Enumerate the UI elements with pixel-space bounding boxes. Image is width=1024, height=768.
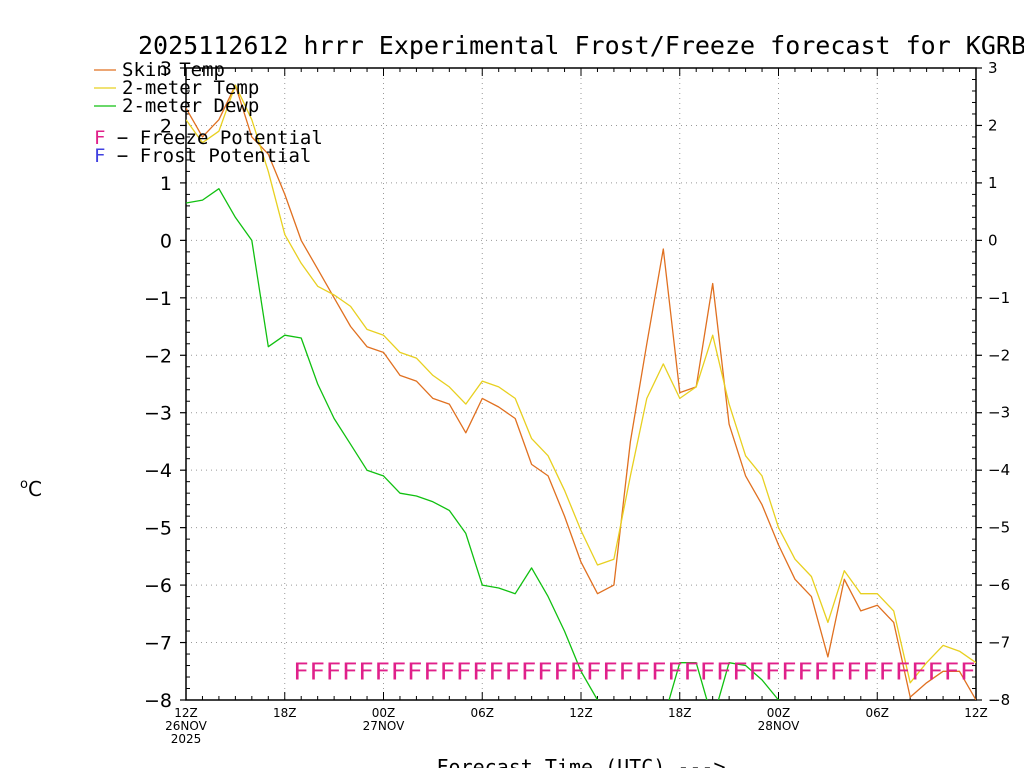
y-axis-right: 3 2 1 0 −1 −2 −3 −4 −5 −6 −7 −8 — [972, 59, 1010, 709]
series-lines — [186, 84, 976, 700]
y-tick-label-right: −7 — [988, 634, 1010, 652]
x-tick-label: 27NOV — [363, 719, 405, 733]
freeze-mark: F — [439, 659, 455, 685]
y-tick-label-right: 1 — [988, 174, 998, 192]
x-axis-label: Forecast Time (UTC) ---> — [437, 755, 726, 768]
x-tick-label: 00Z — [767, 706, 791, 720]
freeze-mark: F — [456, 659, 472, 685]
freeze-mark: F — [521, 659, 537, 685]
y-tick-label-right: −4 — [988, 461, 1010, 479]
freeze-mark: F — [618, 659, 634, 685]
freeze-mark: F — [358, 659, 374, 685]
y-tick-label-right: −1 — [988, 289, 1010, 307]
grid-lines — [186, 68, 976, 700]
freeze-mark: F — [781, 659, 797, 685]
freeze-mark: F — [927, 659, 943, 685]
freeze-mark: F — [667, 659, 683, 685]
series-line-2-meter-temp — [186, 84, 976, 684]
y-tick-label: 1 — [160, 173, 172, 195]
freeze-mark: F — [423, 659, 439, 685]
legend-label: Skin Temp — [122, 59, 225, 81]
x-tick-label: 12Z — [569, 706, 593, 720]
y-tick-label-right: −3 — [988, 404, 1010, 422]
series-line-skin-temp — [186, 84, 976, 700]
series-line-2-meter-dewp — [186, 188, 780, 700]
y-tick-label: −6 — [144, 575, 172, 597]
chart-title: 2025112612 hrrr Experimental Frost/Freez… — [138, 31, 1024, 60]
freeze-mark: F — [813, 659, 829, 685]
y-axis-label: oC — [20, 477, 42, 501]
y-tick-label: −8 — [144, 690, 172, 712]
freeze-mark: F — [553, 659, 569, 685]
freeze-mark: F — [830, 659, 846, 685]
y-tick-label-right: 0 — [988, 231, 998, 249]
freeze-mark: F — [683, 659, 699, 685]
x-tick-label: 18Z — [668, 706, 692, 720]
x-tick-label: 12Z — [174, 706, 198, 720]
y-tick-label: −7 — [144, 633, 172, 655]
y-tick-label-right: −5 — [988, 519, 1010, 537]
freeze-mark: F — [732, 659, 748, 685]
freeze-mark: F — [407, 659, 423, 685]
y-tick-label: 3 — [160, 58, 172, 80]
y-tick-label: −1 — [144, 288, 172, 310]
x-tick-label: 2025 — [171, 732, 202, 746]
legend-potential-entry: F − Freeze Potential — [94, 127, 323, 149]
freeze-mark: F — [748, 659, 764, 685]
freeze-mark: F — [862, 659, 878, 685]
y-tick-label: −5 — [144, 518, 172, 540]
freeze-mark: F — [765, 659, 781, 685]
freeze-mark: F — [488, 659, 504, 685]
freeze-mark: F — [797, 659, 813, 685]
freeze-mark: F — [391, 659, 407, 685]
legend-potential-entry: F − Frost Potential — [94, 145, 311, 167]
freeze-mark: F — [943, 659, 959, 685]
freeze-mark: F — [537, 659, 553, 685]
x-tick-label: 06Z — [471, 706, 495, 720]
freeze-mark: F — [895, 659, 911, 685]
freeze-mark: F — [911, 659, 927, 685]
x-tick-label: 26NOV — [165, 719, 207, 733]
freeze-mark: F — [504, 659, 520, 685]
freeze-mark: F — [651, 659, 667, 685]
x-tick-label: 12Z — [964, 706, 988, 720]
x-tick-label: 28NOV — [758, 719, 800, 733]
freeze-mark: F — [326, 659, 342, 685]
y-tick-label: −4 — [144, 460, 172, 482]
freeze-mark: F — [878, 659, 894, 685]
y-tick-label-right: 3 — [988, 59, 998, 77]
freeze-mark: F — [634, 659, 650, 685]
y-tick-label-right: −6 — [988, 576, 1010, 594]
freeze-mark: F — [602, 659, 618, 685]
y-tick-label: −2 — [144, 345, 172, 367]
y-axis-left: 3 2 1 0 −1 −2 −3 −4 −5 −6 −7 −8 — [144, 58, 190, 712]
y-tick-label: −3 — [144, 403, 172, 425]
y-tick-label-right: 2 — [988, 116, 998, 134]
freeze-mark: F — [309, 659, 325, 685]
x-tick-label: 18Z — [273, 706, 297, 720]
freeze-mark: F — [293, 659, 309, 685]
x-tick-label: 00Z — [372, 706, 396, 720]
legend-label: 2-meter Dewp — [122, 95, 259, 117]
x-tick-label: 06Z — [866, 706, 890, 720]
y-tick-label: 0 — [160, 230, 172, 252]
freeze-mark: F — [586, 659, 602, 685]
legend-label: 2-meter Temp — [122, 77, 259, 99]
y-tick-label: 2 — [160, 115, 172, 137]
freeze-mark: F — [569, 659, 585, 685]
freeze-mark: F — [960, 659, 976, 685]
freeze-mark: F — [716, 659, 732, 685]
freeze-mark: F — [374, 659, 390, 685]
y-tick-label-right: −8 — [988, 691, 1010, 709]
freeze-mark: F — [472, 659, 488, 685]
y-tick-label-right: −2 — [988, 346, 1010, 364]
freeze-mark: F — [846, 659, 862, 685]
freeze-mark: F — [700, 659, 716, 685]
freeze-mark: F — [342, 659, 358, 685]
